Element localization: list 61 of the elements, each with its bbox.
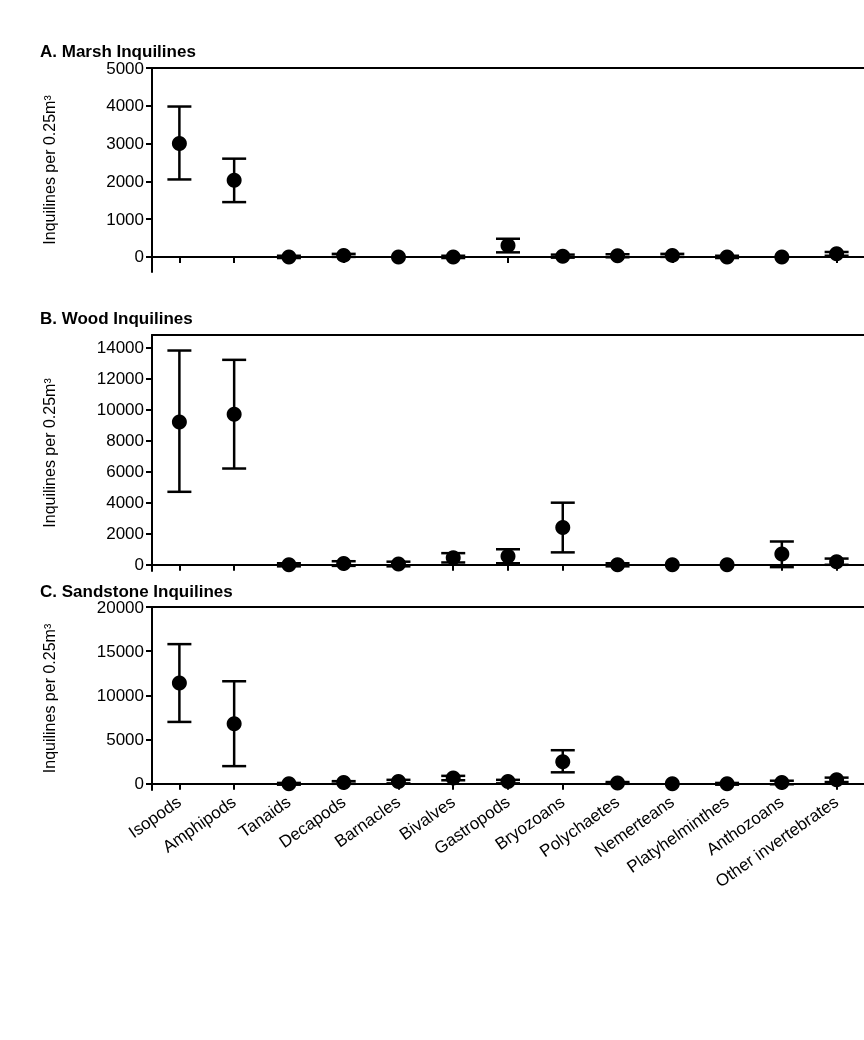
point xyxy=(555,248,571,264)
y-tick-label: 2000 xyxy=(106,171,144,191)
chart-title: B. Wood Inquilines xyxy=(40,309,193,328)
y-axis-title: Inquilines per 0.25m³ xyxy=(40,377,58,528)
y-tick-label: 12000 xyxy=(96,368,144,388)
point xyxy=(390,774,406,790)
point xyxy=(664,776,680,792)
y-tick-label: 10000 xyxy=(96,685,144,705)
point xyxy=(555,520,571,536)
y-axis-title: Inquilines per 0.25m³ xyxy=(40,94,58,245)
point xyxy=(171,414,187,430)
y-tick-label: 6000 xyxy=(106,462,144,482)
y-tick-label: 4000 xyxy=(106,96,144,116)
point xyxy=(555,754,571,770)
y-axis-title: Inquilines per 0.25m³ xyxy=(40,623,58,774)
point xyxy=(226,716,242,732)
point xyxy=(445,550,461,566)
point xyxy=(336,556,352,572)
point xyxy=(719,249,735,265)
point xyxy=(664,557,680,573)
point xyxy=(774,774,790,790)
y-tick-label: 3000 xyxy=(106,134,144,154)
point xyxy=(610,248,626,264)
y-tick-label: 15000 xyxy=(96,641,144,661)
point xyxy=(500,774,516,790)
y-tick-label: 0 xyxy=(134,774,144,794)
y-tick-label: 1000 xyxy=(106,209,144,229)
point xyxy=(445,249,461,265)
chart-title: A. Marsh Inquilines xyxy=(40,42,196,61)
point xyxy=(445,770,461,786)
point xyxy=(500,238,516,254)
point xyxy=(281,249,297,265)
point xyxy=(610,557,626,573)
point xyxy=(829,246,845,262)
point xyxy=(226,406,242,422)
point xyxy=(171,136,187,152)
point xyxy=(719,557,735,573)
y-tick-label: 10000 xyxy=(96,400,144,420)
point xyxy=(774,249,790,265)
y-tick-label: 8000 xyxy=(106,431,144,451)
y-tick-label: 0 xyxy=(134,247,144,267)
y-tick-label: 2000 xyxy=(106,524,144,544)
point xyxy=(664,247,680,263)
y-tick-label: 14000 xyxy=(96,337,144,357)
point xyxy=(226,172,242,188)
point xyxy=(719,776,735,792)
point xyxy=(171,675,187,691)
point xyxy=(610,775,626,791)
y-tick-label: 0 xyxy=(134,555,144,575)
point xyxy=(390,556,406,572)
point xyxy=(829,772,845,788)
point xyxy=(281,557,297,573)
point xyxy=(774,546,790,562)
point xyxy=(336,247,352,263)
point xyxy=(829,554,845,570)
point xyxy=(390,249,406,265)
y-tick-label: 5000 xyxy=(106,730,144,750)
y-tick-label: 4000 xyxy=(106,493,144,513)
point xyxy=(281,776,297,792)
point xyxy=(336,774,352,790)
point xyxy=(500,548,516,564)
